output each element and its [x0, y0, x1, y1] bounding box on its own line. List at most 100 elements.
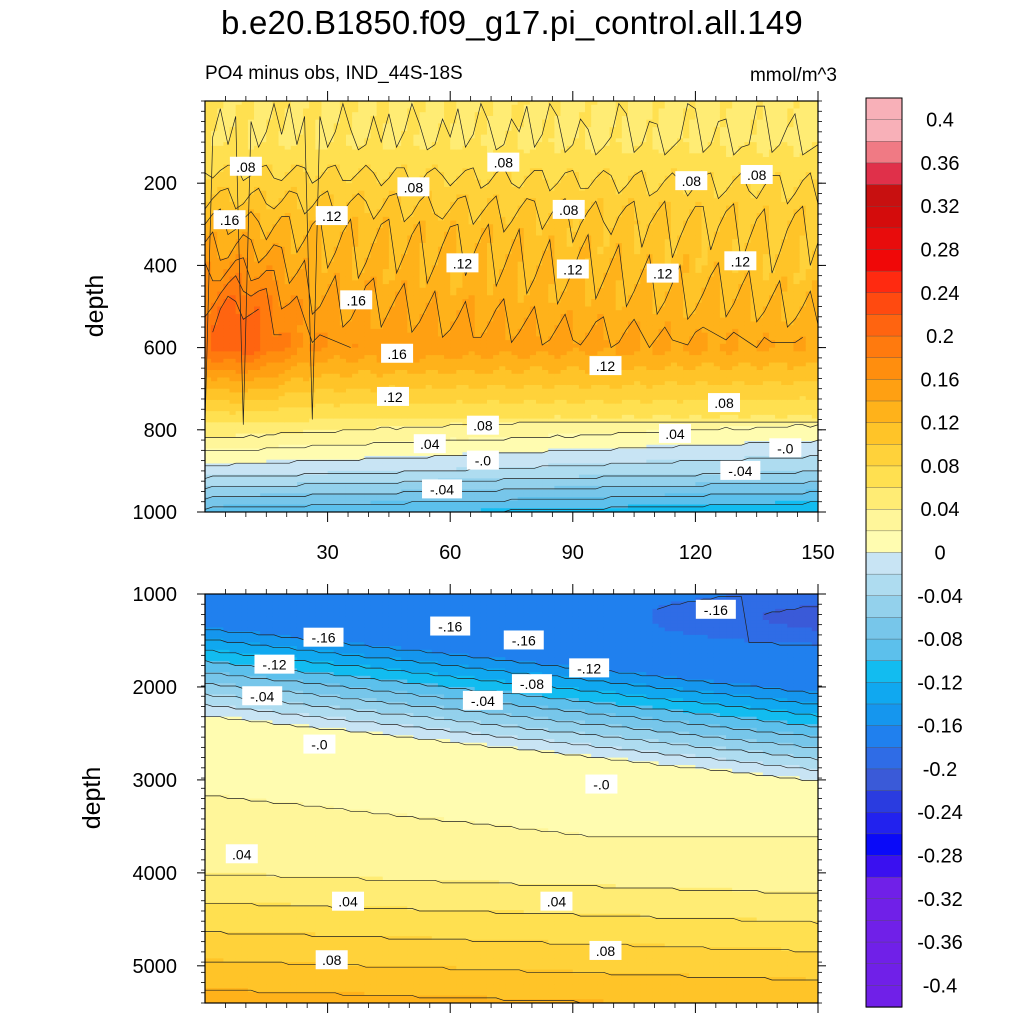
upper-field-cell [290, 373, 298, 379]
upper-field-cell [309, 470, 316, 476]
upper-field-cell [333, 373, 341, 379]
upper-field-cell [254, 388, 261, 394]
upper-field-cell [419, 474, 427, 479]
upper-field-cell [352, 366, 359, 371]
upper-field-cell [290, 220, 298, 225]
upper-field-cell [456, 190, 464, 196]
upper-field-cell [333, 235, 341, 240]
upper-field-cell [309, 384, 316, 390]
upper-field-cell [327, 313, 335, 319]
upper-field-cell [395, 261, 402, 266]
upper-field-cell [211, 265, 218, 270]
upper-field-cell [419, 463, 427, 468]
upper-field-cell [284, 145, 292, 151]
upper-field-cell [260, 377, 267, 382]
upper-field-cell [437, 127, 445, 132]
upper-field-cell [425, 224, 433, 229]
upper-field-cell [450, 272, 457, 278]
upper-field-cell [284, 186, 292, 192]
upper-field-cell [444, 426, 451, 431]
upper-field-cell [254, 366, 261, 371]
upper-field-cell [254, 127, 261, 132]
upper-field-cell [376, 358, 384, 364]
upper-field-cell [321, 426, 329, 431]
upper-field-cell [431, 459, 439, 465]
upper-field-cell [205, 209, 212, 214]
upper-field-cell [217, 396, 224, 401]
upper-field-cell [419, 414, 427, 420]
upper-field-cell [437, 276, 445, 281]
upper-field-cell [223, 370, 231, 375]
upper-field-cell [370, 343, 378, 349]
upper-field-cell [413, 470, 421, 476]
upper-field-cell [223, 340, 231, 345]
upper-field-cell [211, 119, 218, 125]
upper-field-cell [217, 186, 224, 192]
upper-field-cell [315, 242, 323, 248]
upper-field-cell [290, 433, 298, 438]
upper-field-cell [425, 313, 433, 319]
upper-field-cell [223, 231, 231, 237]
upper-field-cell [241, 437, 249, 442]
upper-field-cell [315, 269, 323, 274]
upper-field-cell [296, 231, 304, 237]
upper-field-cell [352, 216, 359, 222]
upper-field-cell [254, 115, 261, 121]
upper-field-cell [462, 433, 470, 438]
upper-field-cell [303, 373, 310, 379]
upper-field-cell [358, 441, 365, 446]
upper-field-cell [205, 343, 212, 349]
upper-field-cell [376, 343, 384, 349]
upper-field-cell [296, 321, 304, 326]
upper-field-cell [235, 441, 243, 446]
upper-field-cell [241, 186, 249, 192]
upper-field-cell [278, 474, 286, 479]
upper-field-cell [247, 198, 255, 203]
upper-field-cell [376, 478, 384, 483]
upper-field-cell [229, 459, 237, 465]
upper-field-cell [480, 239, 488, 244]
upper-field-cell [260, 358, 267, 364]
upper-field-cell [303, 381, 310, 386]
upper-field-cell [382, 254, 390, 259]
upper-field-cell [303, 403, 310, 408]
upper-field-cell [444, 358, 451, 364]
upper-field-cell [327, 478, 335, 483]
upper-field-cell [309, 291, 316, 296]
upper-field-cell [388, 213, 396, 218]
upper-field-cell [327, 123, 335, 128]
upper-field-cell [395, 426, 402, 431]
upper-field-cell [278, 231, 286, 237]
upper-field-cell [321, 459, 329, 465]
upper-field-cell [358, 190, 365, 196]
upper-field-cell [450, 452, 457, 457]
upper-field-cell [284, 224, 292, 229]
upper-field-cell [431, 224, 439, 229]
upper-field-cell [327, 332, 335, 337]
upper-field-cell [376, 463, 384, 468]
upper-field-cell [370, 422, 378, 427]
upper-field-cell [254, 500, 261, 506]
upper-field-cell [431, 242, 439, 248]
upper-field-cell [266, 186, 274, 192]
upper-field-cell [468, 130, 476, 136]
upper-field-cell [223, 194, 231, 199]
upper-field-cell [296, 108, 304, 113]
upper-field-cell [223, 482, 231, 487]
upper-field-cell [217, 231, 224, 237]
upper-field-cell [425, 403, 433, 408]
upper-field-cell [284, 157, 292, 162]
upper-field-cell [468, 138, 476, 143]
upper-field-cell [284, 373, 292, 379]
upper-field-cell [223, 265, 231, 270]
upper-field-cell [401, 246, 408, 252]
upper-field-cell [333, 194, 341, 199]
upper-field-cell [456, 213, 464, 218]
upper-field-cell [437, 269, 445, 274]
upper-field-cell [235, 108, 243, 113]
upper-field-cell [260, 119, 267, 125]
upper-field-cell [284, 414, 292, 420]
upper-field-cell [205, 426, 212, 431]
upper-field-cell [303, 145, 310, 151]
upper-field-cell [401, 280, 408, 285]
